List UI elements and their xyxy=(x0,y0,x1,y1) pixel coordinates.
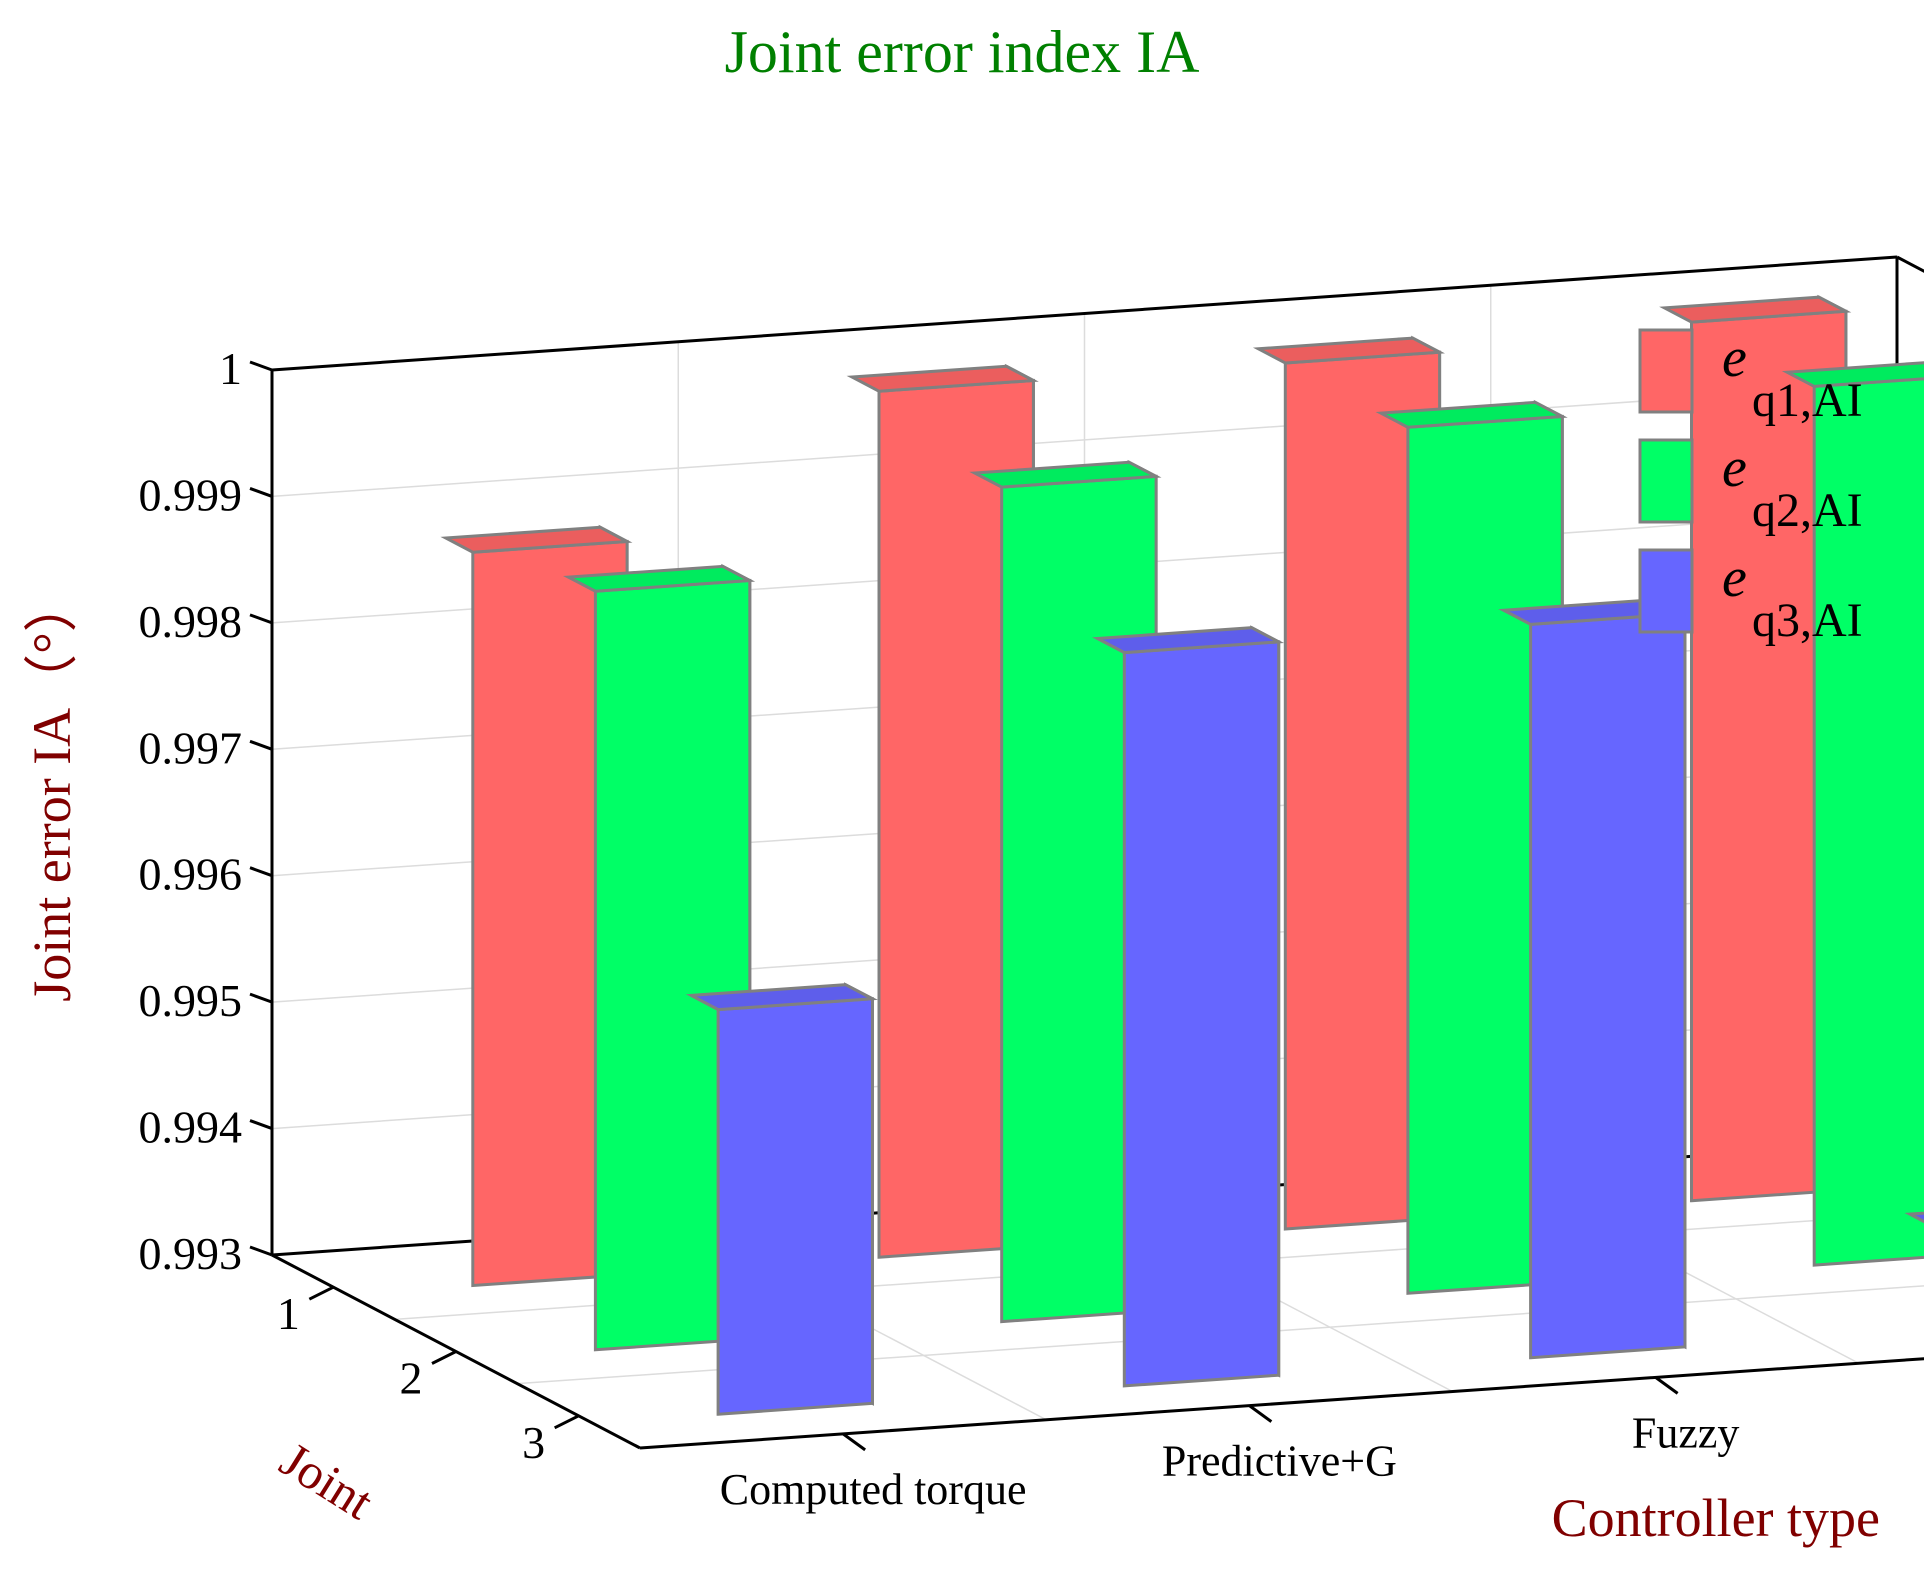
bar-top xyxy=(685,983,878,1012)
z-tick xyxy=(308,1285,335,1301)
axis-frame-line xyxy=(639,1357,1924,1450)
z-tick xyxy=(431,1350,457,1365)
y-tick xyxy=(249,1119,273,1130)
x-tick-label: Fuzzy xyxy=(1632,1408,1740,1457)
legend-swatch xyxy=(1638,328,1694,414)
bar xyxy=(1529,611,1687,1360)
y-tick-label: 0.998 xyxy=(139,596,243,647)
x-tick xyxy=(1248,1404,1273,1423)
z-tick-label: 1 xyxy=(277,1288,300,1339)
legend-label: e xyxy=(1722,437,1747,499)
z-tick-label: 3 xyxy=(522,1417,545,1468)
legend-subscript: q1,AI xyxy=(1752,374,1863,427)
y-tick-label: 0.993 xyxy=(139,1228,243,1279)
bar-top xyxy=(969,460,1162,489)
bar-top xyxy=(846,364,1039,393)
legend-subscript: q2,AI xyxy=(1752,484,1863,537)
y-tick-label: 0.995 xyxy=(139,975,243,1026)
y-tick-label: 0.994 xyxy=(139,1102,243,1153)
bar-top xyxy=(1252,336,1445,365)
bar-top xyxy=(1904,1211,1924,1224)
x-tick xyxy=(1654,1376,1679,1395)
x-tick-label: Computed torque xyxy=(720,1465,1027,1514)
legend-swatch xyxy=(1638,548,1694,634)
legend-swatch xyxy=(1638,438,1694,524)
y-tick-label: 0.996 xyxy=(139,849,243,900)
bar-top xyxy=(440,525,633,554)
bar-top xyxy=(1092,626,1285,655)
y-tick xyxy=(249,1245,273,1257)
legend-label: e xyxy=(1722,547,1747,609)
bar xyxy=(1122,640,1281,1388)
chart-title: Joint error index IA xyxy=(725,19,1200,85)
y-tick xyxy=(249,487,273,498)
z-tick-label: 2 xyxy=(400,1353,423,1404)
y-tick xyxy=(249,613,273,625)
z-axis-label: Joint xyxy=(271,1431,383,1530)
y-tick xyxy=(249,739,273,751)
z-tick xyxy=(553,1414,580,1430)
axis-frame-line xyxy=(271,255,1898,372)
y-tick xyxy=(249,360,273,372)
y-tick xyxy=(249,992,273,1004)
y-tick xyxy=(249,866,273,878)
legend-subscript: q3,AI xyxy=(1752,594,1863,647)
bar-layer xyxy=(440,294,1924,1416)
bar-top xyxy=(562,564,756,593)
y-tick-label: 0.997 xyxy=(139,722,243,773)
y-axis-label: Joint error IA（°） xyxy=(22,578,82,1002)
x-axis-label: Controller type xyxy=(1552,1488,1880,1548)
legend-label: e xyxy=(1722,327,1747,389)
bar-top xyxy=(1659,295,1852,324)
bar-top xyxy=(1375,400,1568,429)
x-tick-label: Predictive+G xyxy=(1162,1437,1397,1486)
bar xyxy=(1812,377,1924,1267)
y-tick-label: 0.999 xyxy=(139,469,243,520)
bar xyxy=(716,997,874,1416)
bar-top xyxy=(1781,361,1924,388)
x-tick xyxy=(842,1432,867,1452)
y-tick-label: 1 xyxy=(219,343,242,394)
